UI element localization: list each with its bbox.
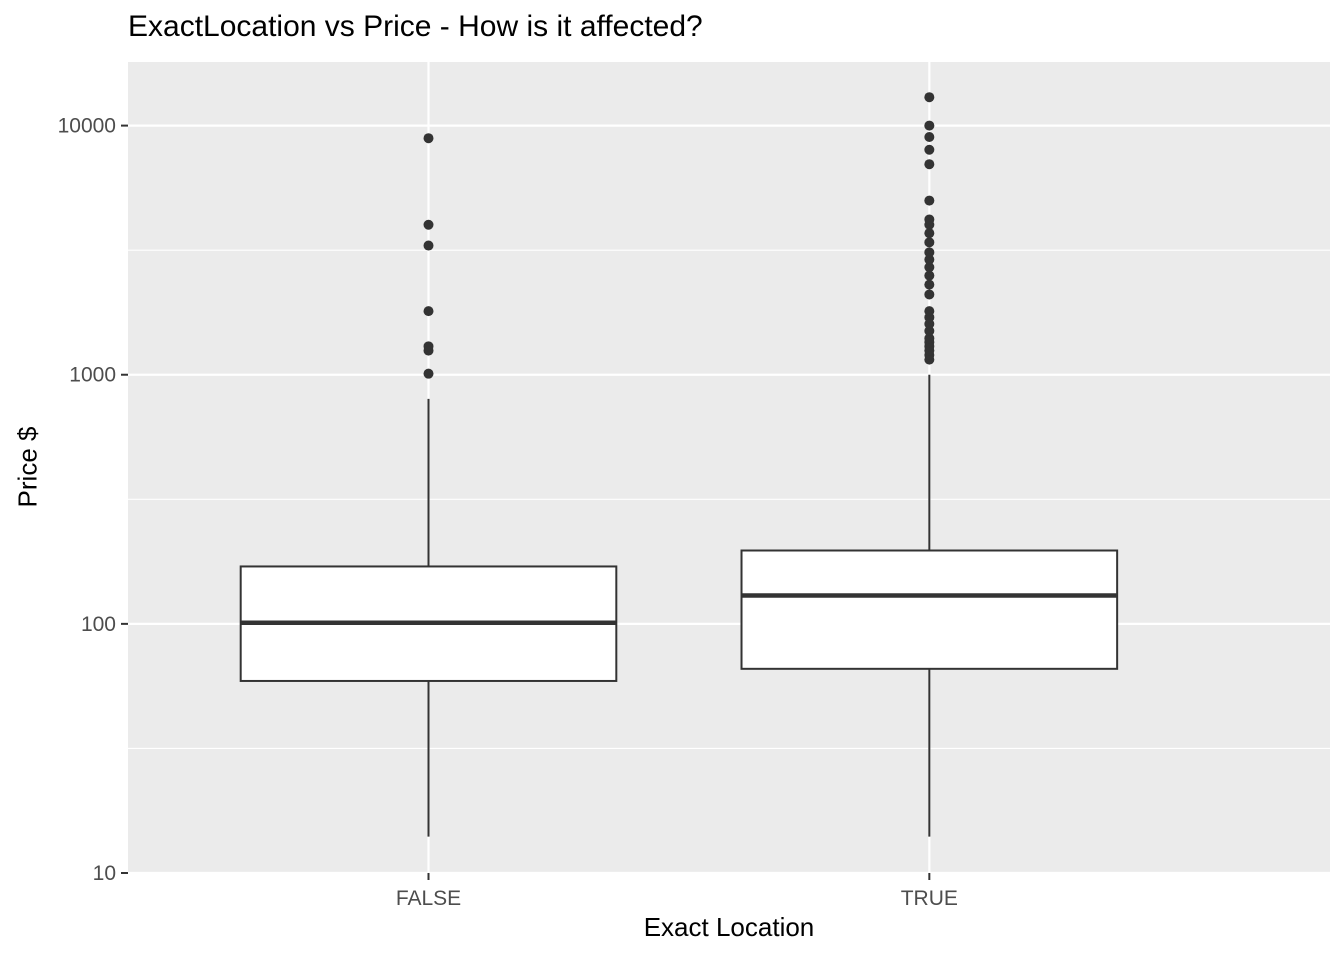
- outlier-point: [924, 195, 935, 206]
- x-tick-label: TRUE: [901, 887, 958, 910]
- outlier-point: [924, 228, 935, 239]
- outlier-point: [924, 333, 935, 344]
- y-tick-label: 1000: [69, 364, 116, 387]
- outlier-point: [924, 214, 935, 225]
- outlier-point: [924, 262, 935, 273]
- plot-panel: [128, 62, 1330, 873]
- outlier-point: [423, 240, 434, 251]
- outlier-point: [924, 325, 935, 336]
- x-axis-label: Exact Location: [643, 912, 815, 942]
- outlier-point: [924, 270, 935, 281]
- outlier-point: [924, 131, 935, 142]
- outlier-point: [924, 92, 935, 103]
- y-tick-label: 100: [81, 613, 116, 636]
- outlier-point: [924, 144, 935, 155]
- y-axis-label: Price $: [12, 426, 43, 508]
- outlier-point: [924, 159, 935, 170]
- chart-title: ExactLocation vs Price - How is it affec…: [128, 10, 703, 43]
- box-iqr: [740, 549, 1119, 670]
- outlier-point: [924, 289, 935, 300]
- outlier-point: [924, 237, 935, 248]
- y-tick-label: 10: [93, 862, 116, 885]
- outlier-point: [423, 306, 434, 317]
- outlier-point: [423, 368, 434, 379]
- outlier-point: [924, 306, 935, 317]
- outlier-point: [924, 279, 935, 290]
- outlier-point: [423, 133, 434, 144]
- outlier-point: [423, 341, 434, 352]
- outlier-point: [924, 120, 935, 131]
- x-tick-label: FALSE: [396, 887, 461, 910]
- y-tick-label: 10000: [58, 115, 116, 138]
- outlier-point: [423, 219, 434, 230]
- outlier-point: [924, 247, 935, 258]
- outlier-point: [924, 254, 935, 265]
